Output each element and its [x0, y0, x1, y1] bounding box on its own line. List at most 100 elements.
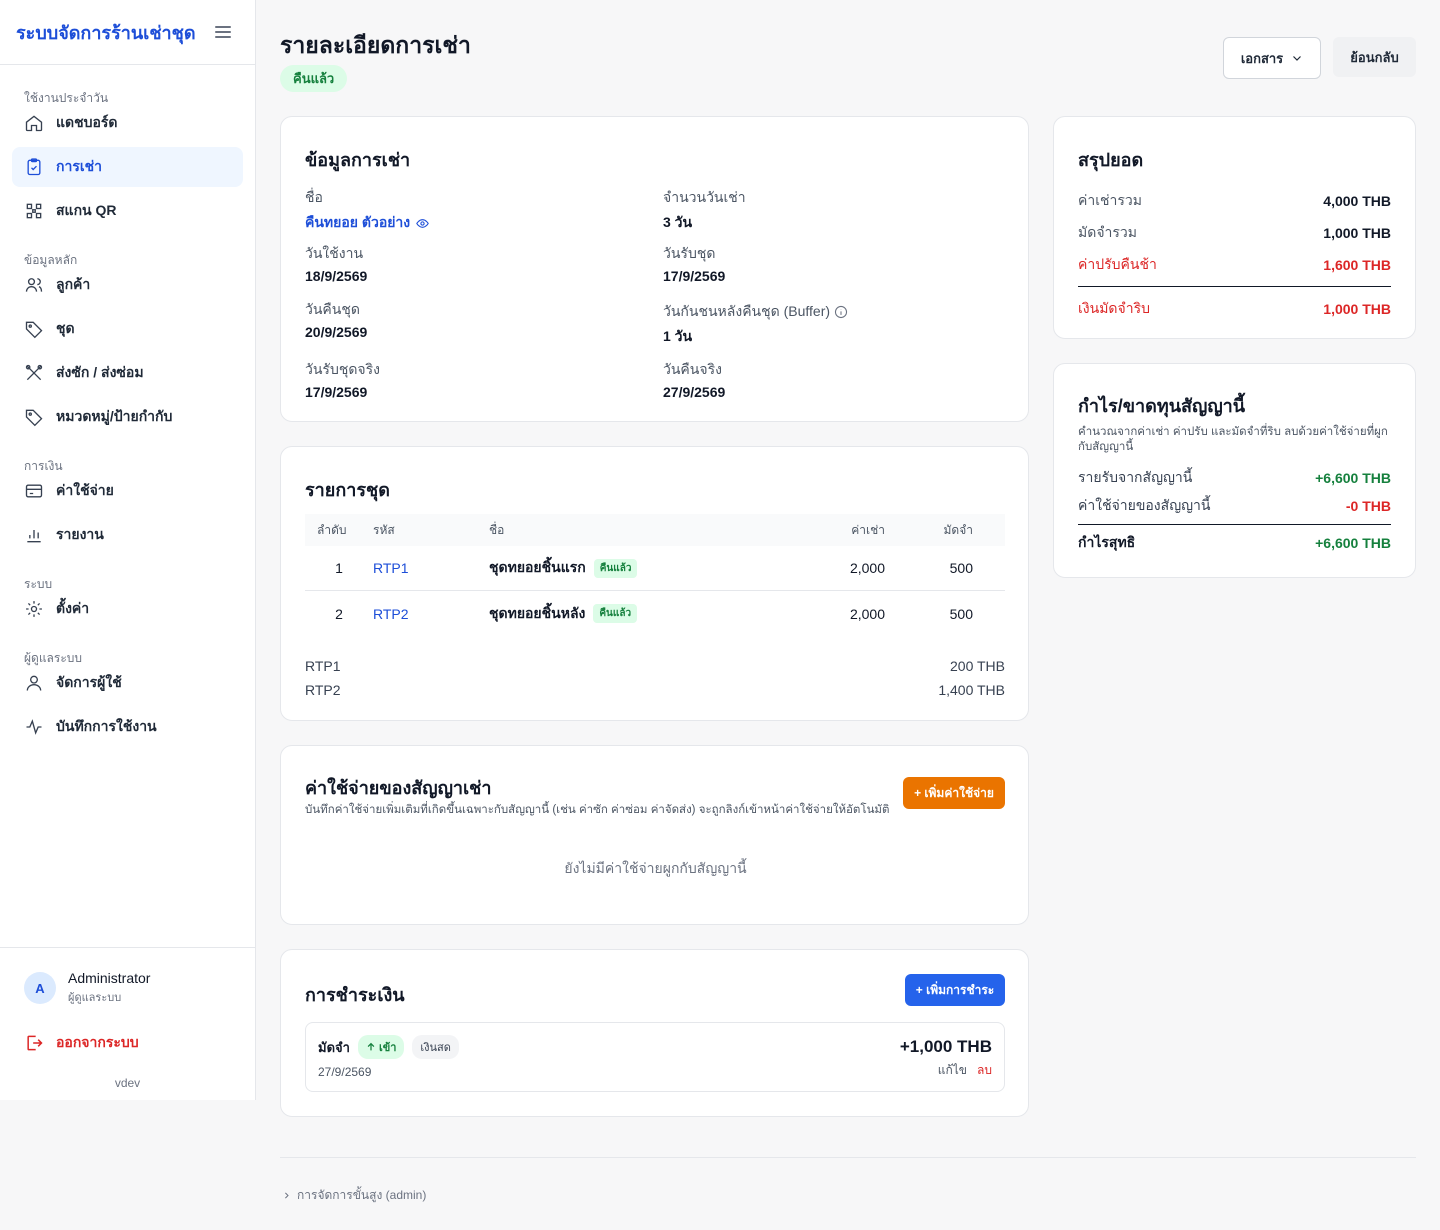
users-icon	[25, 278, 43, 292]
payment-date: 27/9/2569	[318, 1065, 372, 1079]
sidebar-item-label: จัดการผู้ใช้	[56, 674, 122, 690]
sidebar-item-activity-log[interactable]: บันทึกการใช้งาน	[12, 707, 243, 747]
sidebar-item-customers[interactable]: ลูกค้า	[12, 265, 243, 305]
customer-link[interactable]: คืนทยอย ตัวอย่าง	[305, 212, 645, 234]
table-row: 1 RTP1 ชุดทยอยชิ้นแรก คืนแล้ว 2,000 500	[305, 546, 1005, 591]
late-fee-list: RTP1 200 THB RTP2 1,400 THB	[305, 654, 1005, 702]
sidebar-item-user-management[interactable]: จัดการผู้ใช้	[12, 663, 243, 703]
card-title: กำไร/ขาดทุนสัญญานี้	[1078, 396, 1246, 416]
fee-row: RTP2 1,400 THB	[305, 678, 1005, 702]
back-button[interactable]: ย้อนกลับ	[1333, 37, 1416, 77]
add-expense-button[interactable]: + เพิ่มค่าใช้จ่าย	[903, 777, 1005, 809]
documents-label: เอกสาร	[1240, 50, 1284, 66]
summary-value: 1,600 THB	[1323, 257, 1391, 273]
menu-toggle-icon[interactable]	[215, 26, 231, 38]
summary-card: สรุปยอด ค่าเช่ารวม 4,000 THB มัดจำรวม 1,…	[1053, 116, 1416, 339]
info-days: จำนวนวันเช่า 3 วัน	[663, 187, 1003, 234]
sidebar-item-label: ตั้งค่า	[56, 600, 90, 616]
payment-type: มัดจำ	[318, 1039, 350, 1055]
qr-scan-icon	[26, 203, 42, 219]
summary-label: เงินมัดจำริบ	[1078, 300, 1150, 316]
info-buffer: วันกันชนหลังคืนชุด (Buffer) 1 วัน	[663, 301, 1003, 348]
profit-label: รายรับจากสัญญานี้	[1078, 469, 1193, 485]
sidebar-item-laundry-repair[interactable]: ส่งซัก / ส่งซ่อม	[12, 353, 243, 393]
col-header-name: ชื่อ	[489, 522, 505, 537]
card-subtitle: คำนวณจากค่าเช่า ค่าปรับ และมัดจำที่ริบ ล…	[1078, 426, 1388, 453]
documents-dropdown[interactable]: เอกสาร	[1223, 37, 1321, 79]
payments-card: การชำระเงิน + เพิ่มการชำระ มัดจำ เข้า เง…	[280, 949, 1029, 1117]
add-payment-button[interactable]: + เพิ่มการชำระ	[905, 974, 1005, 1006]
summary-label: ค่าปรับคืนช้า	[1078, 256, 1157, 272]
profit-value: -0 THB	[1345, 498, 1391, 514]
summary-label: มัดจำรวม	[1078, 224, 1137, 240]
info-circle-icon[interactable]	[834, 305, 848, 319]
delete-payment-link[interactable]: ลบ	[977, 1063, 992, 1077]
summary-value: 1,000 THB	[1323, 225, 1391, 241]
sidebar-item-label: รายงาน	[56, 526, 104, 542]
sidebar-item-dashboard[interactable]: แดชบอร์ด	[12, 103, 243, 143]
buffer-label: วันกันชนหลังคืนชุด (Buffer)	[663, 303, 831, 319]
item-deposit: 500	[949, 605, 973, 622]
user-profile[interactable]: A Administrator ผู้ดูแลระบบ	[0, 948, 255, 1006]
info-label: วันรับชุดจริง	[305, 361, 380, 377]
item-name-cell: ชุดทยอยชิ้นแรก คืนแล้ว	[489, 557, 739, 579]
nav-section-title: การเงิน	[24, 459, 63, 473]
item-code-link[interactable]: RTP2	[373, 605, 409, 622]
sidebar-item-reports[interactable]: รายงาน	[12, 515, 243, 555]
sidebar-item-qr-scan[interactable]: สแกน QR	[12, 191, 243, 231]
sidebar-item-categories[interactable]: หมวดหมู่/ป้ายกำกับ	[12, 397, 243, 437]
info-value: 1 วัน	[663, 328, 693, 344]
profit-value: +6,600 THB	[1315, 535, 1391, 551]
label-icon	[25, 409, 43, 427]
logout-button[interactable]: ออกจากระบบ	[0, 1032, 255, 1054]
payment-amount: +1,000 THB	[899, 1037, 992, 1056]
status-badge: คืนแล้ว	[593, 558, 638, 578]
payment-type-row: มัดจำ เข้า เงินสด	[318, 1035, 459, 1059]
sidebar-item-expenses[interactable]: ค่าใช้จ่าย	[12, 471, 243, 511]
card-subtitle: บันทึกค่าใช้จ่ายเพิ่มเติมที่เกิดขึ้นเฉพา…	[305, 804, 890, 816]
sidebar-item-settings[interactable]: ตั้งค่า	[12, 589, 243, 629]
chevron-down-icon	[1293, 56, 1302, 61]
info-pickup: วันรับชุด 17/9/2569	[663, 243, 1003, 284]
table-header: ลำดับ รหัส ชื่อ ค่าเช่า มัดจำ	[305, 514, 1005, 546]
summary-value: 1,000 THB	[1323, 301, 1391, 317]
advanced-admin-label: การจัดการขั้นสูง (admin)	[297, 1188, 427, 1202]
arrow-up-icon	[367, 1042, 375, 1051]
info-label: จำนวนวันเช่า	[663, 189, 746, 205]
info-value: 17/9/2569	[663, 268, 726, 284]
status-badge: คืนแล้ว	[280, 65, 348, 92]
payment-entry: มัดจำ เข้า เงินสด 27/9/2569 +1,000 THB แ…	[305, 1022, 1005, 1092]
items-table: ลำดับ รหัส ชื่อ ค่าเช่า มัดจำ 1 RTP1 ชุด…	[305, 514, 1005, 636]
user-name: Administrator	[68, 970, 151, 986]
payment-amount-block: +1,000 THB แก้ไข ลบ	[900, 1037, 992, 1080]
sidebar: ระบบจัดการร้านเช่าชุด ใช้งานประจำวัน แดช…	[0, 0, 256, 1100]
sidebar-item-label: ลูกค้า	[56, 276, 91, 292]
logout-label: ออกจากระบบ	[56, 1034, 139, 1050]
page-title: รายละเอียดการเช่า	[280, 32, 471, 58]
sidebar-item-outfits[interactable]: ชุด	[12, 309, 243, 349]
edit-payment-link[interactable]: แก้ไข	[937, 1063, 968, 1077]
info-label: ชื่อ	[305, 189, 323, 205]
col-header-no: ลำดับ	[317, 522, 347, 537]
summary-value: 4,000 THB	[1323, 193, 1391, 209]
item-name: ชุดทยอยชิ้นหลัง	[489, 604, 586, 621]
profit-row: กำไรสุทธิ +6,600 THB	[1078, 529, 1391, 557]
summary-label: ค่าเช่ารวม	[1078, 192, 1142, 208]
item-code-link[interactable]: RTP1	[373, 560, 409, 576]
fee-row: RTP1 200 THB	[305, 654, 1005, 678]
info-actual-pickup: วันรับชุดจริง 17/9/2569	[305, 359, 645, 400]
nav-section-title: ใช้งานประจำวัน	[24, 91, 109, 105]
sidebar-header: ระบบจัดการร้านเช่าชุด	[0, 0, 255, 65]
sidebar-item-rentals[interactable]: การเช่า	[12, 147, 243, 187]
payment-actions: แก้ไข ลบ	[900, 1061, 992, 1080]
user-icon	[26, 675, 42, 691]
advanced-admin-toggle[interactable]: การจัดการขั้นสูง (admin)	[282, 1186, 426, 1205]
credit-card-icon	[25, 484, 43, 498]
summary-row: ค่าเช่ารวม 4,000 THB	[1078, 185, 1391, 217]
row-no: 2	[335, 605, 343, 622]
info-label: วันรับชุด	[663, 245, 716, 261]
item-rent: 2,000	[849, 560, 885, 576]
payment-info: มัดจำ เข้า เงินสด 27/9/2569	[318, 1035, 459, 1079]
gear-icon	[26, 601, 42, 617]
info-value: 3 วัน	[663, 214, 693, 230]
